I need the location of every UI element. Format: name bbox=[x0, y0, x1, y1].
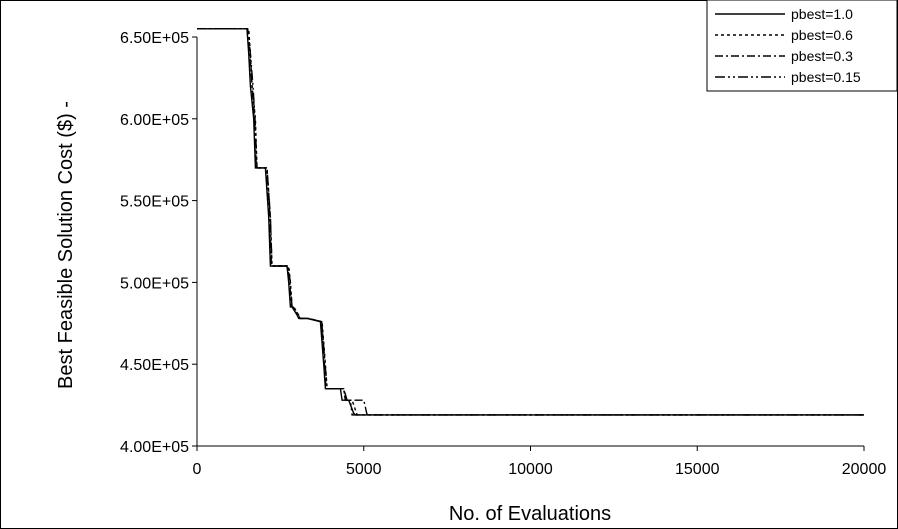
y-tick-label: 4.50E+05 bbox=[120, 357, 189, 374]
y-tick-label: 6.50E+05 bbox=[120, 30, 189, 47]
series-line-3 bbox=[197, 28, 864, 416]
x-tick-label: 10000 bbox=[508, 461, 553, 478]
y-tick-label: 5.50E+05 bbox=[120, 194, 189, 211]
plot-area bbox=[197, 28, 864, 416]
y-tick-label: 6.00E+05 bbox=[120, 112, 189, 129]
series-line-4 bbox=[197, 28, 864, 416]
axes: 4.00E+05 4.50E+05 5.00E+05 5.50E+05 6.00E+05… bbox=[120, 30, 886, 478]
y-tick-label: 5.00E+05 bbox=[120, 275, 189, 292]
x-tick-label: 5000 bbox=[346, 461, 382, 478]
x-tick-label: 0 bbox=[193, 461, 202, 478]
legend-box bbox=[706, 0, 898, 92]
x-tick-label: 20000 bbox=[842, 461, 887, 478]
y-tick-label: 4.00E+05 bbox=[120, 439, 189, 456]
legend-label: pbest=0.15 bbox=[791, 69, 861, 85]
legend-label: pbest=1.0 bbox=[791, 6, 853, 22]
x-tick-label: 15000 bbox=[675, 461, 720, 478]
y-axis-title: Best Feasible Solution Cost ($) - bbox=[55, 101, 77, 389]
legend-label: pbest=0.6 bbox=[791, 27, 853, 43]
legend-label: pbest=0.3 bbox=[791, 48, 853, 64]
x-axis-title: No. of Evaluations bbox=[449, 503, 611, 525]
legend: pbest=1.0 pbest=0.6 pbest=0.3 pbest=0.15 bbox=[706, 0, 898, 92]
